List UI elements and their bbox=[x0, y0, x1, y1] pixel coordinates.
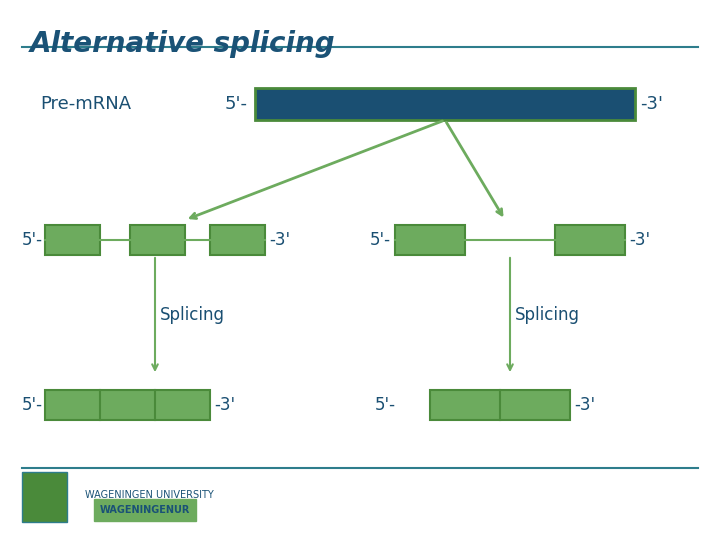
FancyBboxPatch shape bbox=[555, 225, 625, 255]
FancyBboxPatch shape bbox=[45, 390, 210, 420]
FancyBboxPatch shape bbox=[45, 225, 100, 255]
Text: WAGENINGEN UNIVERSITY: WAGENINGEN UNIVERSITY bbox=[85, 490, 214, 500]
FancyBboxPatch shape bbox=[130, 225, 185, 255]
FancyBboxPatch shape bbox=[395, 225, 465, 255]
FancyBboxPatch shape bbox=[210, 225, 265, 255]
Text: -3': -3' bbox=[574, 396, 595, 414]
Text: -3': -3' bbox=[214, 396, 235, 414]
FancyBboxPatch shape bbox=[255, 88, 635, 120]
Text: Splicing: Splicing bbox=[160, 306, 225, 324]
Text: 5'-: 5'- bbox=[225, 95, 248, 113]
Text: 5'-: 5'- bbox=[370, 231, 391, 249]
Text: -3': -3' bbox=[629, 231, 650, 249]
FancyBboxPatch shape bbox=[430, 390, 570, 420]
FancyBboxPatch shape bbox=[22, 472, 67, 522]
Text: Alternative splicing: Alternative splicing bbox=[30, 30, 336, 58]
Text: Splicing: Splicing bbox=[515, 306, 580, 324]
Text: Pre-mRNA: Pre-mRNA bbox=[40, 95, 131, 113]
Text: -3': -3' bbox=[269, 231, 290, 249]
Text: WAGENINGENUR: WAGENINGENUR bbox=[100, 505, 190, 515]
Text: -3': -3' bbox=[640, 95, 663, 113]
Text: 5'-: 5'- bbox=[375, 396, 396, 414]
Text: 5'-: 5'- bbox=[22, 396, 43, 414]
Text: 5'-: 5'- bbox=[22, 231, 43, 249]
